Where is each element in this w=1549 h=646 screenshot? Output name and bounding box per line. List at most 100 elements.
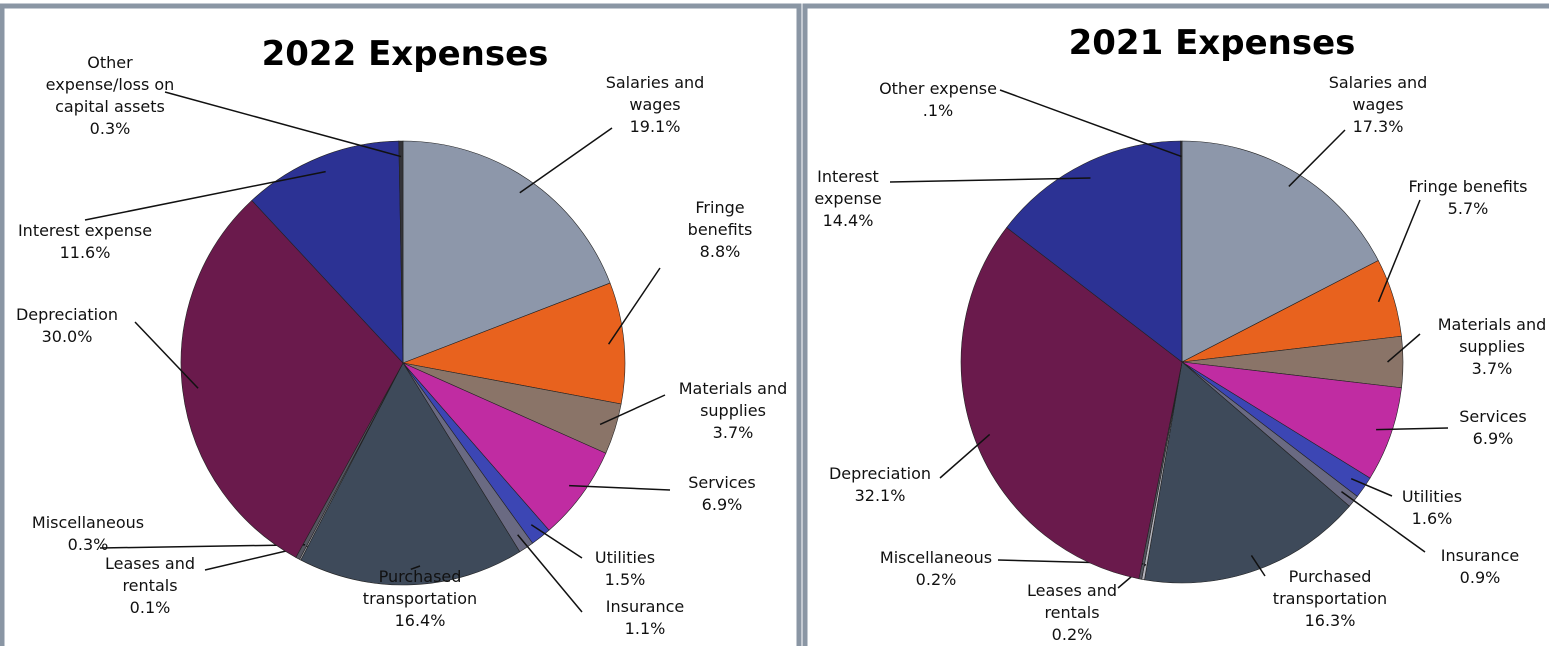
- category-label: Insurance: [605, 597, 685, 616]
- data-label: Purchased transportation 16.4%: [345, 566, 495, 632]
- value-label: 8.8%: [699, 242, 741, 261]
- value-label: 0.3%: [67, 535, 109, 554]
- value-label: 1.5%: [604, 570, 646, 589]
- pie-slice: [300, 362, 521, 586]
- leader-line: [607, 267, 661, 345]
- pie-slice: [1181, 140, 1379, 363]
- data-label: Interest expense 14.4%: [793, 166, 903, 232]
- chart-title: 2022 Expenses: [262, 34, 549, 74]
- data-label: Fringe benefits 8.8%: [675, 197, 765, 263]
- leader-line: [530, 524, 583, 559]
- category-label: Materials and supplies: [1437, 315, 1547, 356]
- leader-line: [939, 433, 991, 479]
- value-label: 16.3%: [1304, 611, 1356, 630]
- category-label: Other expense/loss on capital assets: [45, 53, 175, 116]
- data-label: Insurance 1.1%: [590, 596, 700, 640]
- category-label: Depreciation: [828, 464, 932, 483]
- pie-slice: [402, 140, 611, 364]
- category-label: Miscellaneous: [31, 513, 145, 532]
- category-label: Fringe benefits: [687, 198, 753, 239]
- leader-line: [84, 170, 326, 221]
- category-label: Utilities: [594, 548, 656, 567]
- category-label: Services: [1459, 407, 1527, 426]
- data-label: Utilities 1.5%: [570, 547, 680, 591]
- data-label: Utilities 1.6%: [1382, 486, 1482, 530]
- value-label: 0.9%: [1459, 568, 1501, 587]
- category-label: Insurance: [1440, 546, 1520, 565]
- pie-slice: [398, 140, 404, 364]
- category-label: Leases and rentals: [105, 554, 195, 595]
- value-label: 1.6%: [1411, 509, 1453, 528]
- value-label: 6.9%: [701, 495, 743, 514]
- value-label: 5.7%: [1447, 199, 1489, 218]
- value-label: 17.3%: [1352, 117, 1404, 136]
- value-label: 32.1%: [854, 486, 906, 505]
- value-label: 0.1%: [129, 598, 171, 617]
- leader-line: [599, 394, 666, 426]
- leader-line: [410, 565, 421, 571]
- category-label: Miscellaneous: [879, 548, 993, 567]
- category-label: Services: [688, 473, 756, 492]
- data-label: Interest expense 11.6%: [0, 220, 170, 264]
- leader-line: [1387, 333, 1421, 363]
- data-label: Miscellaneous 0.2%: [861, 547, 1011, 591]
- category-label: Depreciation: [15, 305, 119, 324]
- leader-line: [164, 91, 402, 158]
- data-label: Salaries and wages 19.1%: [595, 72, 715, 138]
- value-label: 1.1%: [624, 619, 666, 638]
- leader-line: [1376, 427, 1449, 431]
- value-label: 3.7%: [712, 423, 754, 442]
- value-label: 3.7%: [1471, 359, 1513, 378]
- leader-line: [134, 321, 199, 389]
- data-label: Materials and supplies 3.7%: [668, 378, 798, 444]
- leader-line: [99, 544, 306, 549]
- data-label: Services 6.9%: [672, 472, 772, 516]
- pie-slice: [251, 140, 404, 364]
- value-label: .1%: [922, 101, 954, 120]
- data-label: Leases and rentals 0.2%: [1012, 580, 1132, 646]
- data-label: Miscellaneous 0.3%: [13, 512, 163, 556]
- value-label: 11.6%: [59, 243, 111, 262]
- category-label: Salaries and wages: [605, 73, 705, 114]
- leader-line: [517, 534, 583, 613]
- pie-slice: [180, 200, 404, 558]
- pie-slice: [1144, 361, 1350, 584]
- category-label: Other expense: [879, 79, 997, 98]
- data-label: Insurance 0.9%: [1425, 545, 1535, 589]
- category-label: Interest expense: [17, 221, 153, 240]
- value-label: 0.2%: [1051, 625, 1093, 644]
- data-label: Other expense/loss on capital assets 0.3%: [40, 52, 180, 140]
- value-label: 30.0%: [41, 327, 93, 346]
- pie-slice: [1006, 140, 1183, 363]
- data-label: Salaries and wages 17.3%: [1318, 72, 1438, 138]
- category-label: Fringe benefits: [1408, 177, 1528, 196]
- leader-line: [1250, 555, 1266, 577]
- panel: [0, 3, 802, 646]
- data-label: Fringe benefits 5.7%: [1393, 176, 1543, 220]
- data-label: Leases and rentals 0.1%: [90, 553, 210, 619]
- value-label: 16.4%: [394, 611, 446, 630]
- leader-line: [889, 177, 1091, 183]
- leader-line: [1377, 199, 1421, 303]
- leader-line: [1288, 129, 1346, 187]
- value-label: 0.3%: [89, 119, 131, 138]
- category-label: Materials and supplies: [678, 379, 788, 420]
- pie-slice: [960, 227, 1183, 580]
- category-label: Leases and rentals: [1027, 581, 1117, 622]
- category-label: Utilities: [1401, 487, 1463, 506]
- chart-title: 2021 Expenses: [1069, 23, 1356, 63]
- leader-line: [1341, 491, 1426, 553]
- category-label: Salaries and wages: [1328, 73, 1428, 114]
- value-label: 14.4%: [822, 211, 874, 230]
- value-label: 6.9%: [1472, 429, 1514, 448]
- pie-slice: [401, 282, 626, 405]
- category-label: Purchased transportation: [1272, 567, 1388, 608]
- category-label: Interest expense: [814, 167, 882, 208]
- data-label: Materials and supplies 3.7%: [1427, 314, 1549, 380]
- data-label: Depreciation 32.1%: [805, 463, 955, 507]
- leader-line: [519, 127, 613, 194]
- pie-slice: [1180, 140, 1183, 363]
- value-label: 19.1%: [629, 117, 681, 136]
